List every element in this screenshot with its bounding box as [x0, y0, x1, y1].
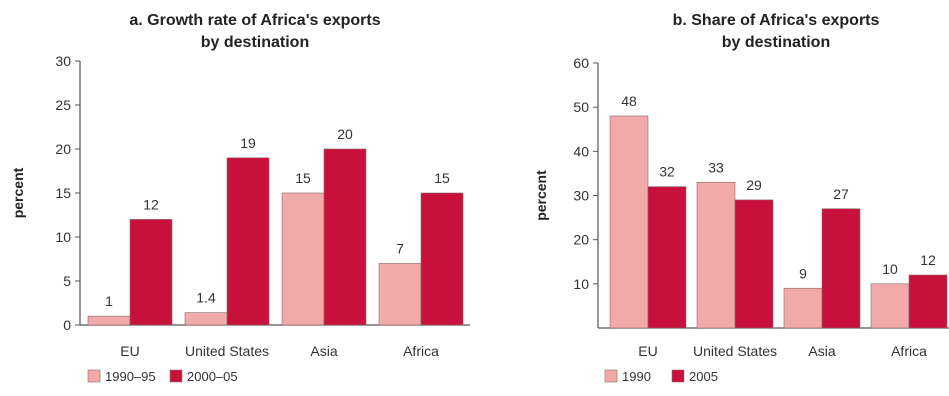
y-tick-label: 20	[573, 232, 589, 248]
legend-swatch	[604, 369, 618, 383]
data-label: 48	[621, 93, 637, 109]
x-category-label: EU	[638, 343, 657, 359]
y-tick-label: 60	[573, 55, 589, 71]
y-tick-label: 10	[55, 229, 71, 245]
x-category-label: Africa	[891, 343, 927, 359]
data-label: 12	[143, 196, 159, 212]
legend-label: 2005	[689, 369, 718, 384]
bar-asia-series-2	[821, 208, 861, 329]
data-label: 27	[833, 186, 849, 202]
y-tick-label: 10	[573, 276, 589, 292]
bar-united-states-series-1	[696, 181, 736, 329]
y-tick-label: 50	[573, 99, 589, 115]
y-tick-label: 30	[55, 53, 71, 69]
data-label: 10	[882, 261, 898, 277]
chart-title-line: by destination	[201, 34, 309, 51]
data-label: 15	[434, 170, 450, 186]
y-tick-label: 40	[573, 143, 589, 159]
bar-united-states-series-2	[226, 157, 270, 326]
y-axis-label: percent	[10, 167, 26, 218]
y-tick-label: 20	[55, 141, 71, 157]
bar-eu-series-2	[129, 219, 173, 326]
data-label: 1	[105, 293, 113, 309]
chart-growth-rate: a. Growth rate of Africa's exports by des…	[10, 12, 470, 384]
bar-eu-series-2	[647, 186, 687, 329]
x-category-label: United States	[693, 343, 777, 359]
x-category-label: Africa	[403, 343, 439, 359]
data-label: 33	[708, 159, 724, 175]
bar-africa-series-2	[908, 274, 948, 329]
data-label: 29	[746, 177, 762, 193]
legend-label: 1990–95	[105, 369, 156, 384]
bar-asia-series-2	[323, 148, 367, 326]
y-tick-label: 30	[573, 188, 589, 204]
bar-asia-series-1	[281, 192, 325, 326]
y-tick-label: 5	[63, 273, 71, 289]
chart-title-line: by destination	[722, 34, 830, 51]
bar-united-states-series-2	[734, 199, 774, 329]
data-label: 1.4	[196, 290, 216, 306]
bar-africa-series-2	[420, 192, 464, 326]
bar-eu-series-1	[87, 315, 131, 326]
chart-title-line: a. Growth rate of Africa's exports	[129, 12, 380, 29]
y-tick-label: 25	[55, 97, 71, 113]
bar-eu-series-1	[609, 115, 649, 329]
bar-asia-series-1	[783, 287, 823, 329]
legend-swatch	[87, 369, 101, 383]
x-category-label: Asia	[808, 343, 835, 359]
x-category-label: EU	[120, 343, 139, 359]
x-category-label: Asia	[310, 343, 337, 359]
data-label: 15	[295, 170, 311, 186]
bar-united-states-series-1	[184, 312, 228, 326]
y-axis-label: percent	[533, 170, 549, 221]
y-tick-label: 0	[63, 317, 71, 333]
data-label: 12	[920, 252, 936, 268]
x-category-label: United States	[185, 343, 269, 359]
legend-swatch	[169, 369, 183, 383]
data-label: 20	[337, 126, 353, 142]
data-label: 19	[240, 135, 256, 151]
data-label: 9	[799, 265, 807, 281]
data-label: 32	[659, 164, 675, 180]
bar-africa-series-1	[870, 283, 910, 329]
bar-africa-series-1	[378, 263, 422, 326]
data-label: 7	[396, 240, 404, 256]
legend-swatch	[671, 369, 685, 383]
y-tick-label: 15	[55, 185, 71, 201]
legend-label: 1990	[622, 369, 651, 384]
chart-title-line: b. Share of Africa's exports	[673, 12, 880, 29]
legend-label: 2000–05	[187, 369, 238, 384]
chart-share: b. Share of Africa's exports by destinati…	[533, 12, 949, 384]
